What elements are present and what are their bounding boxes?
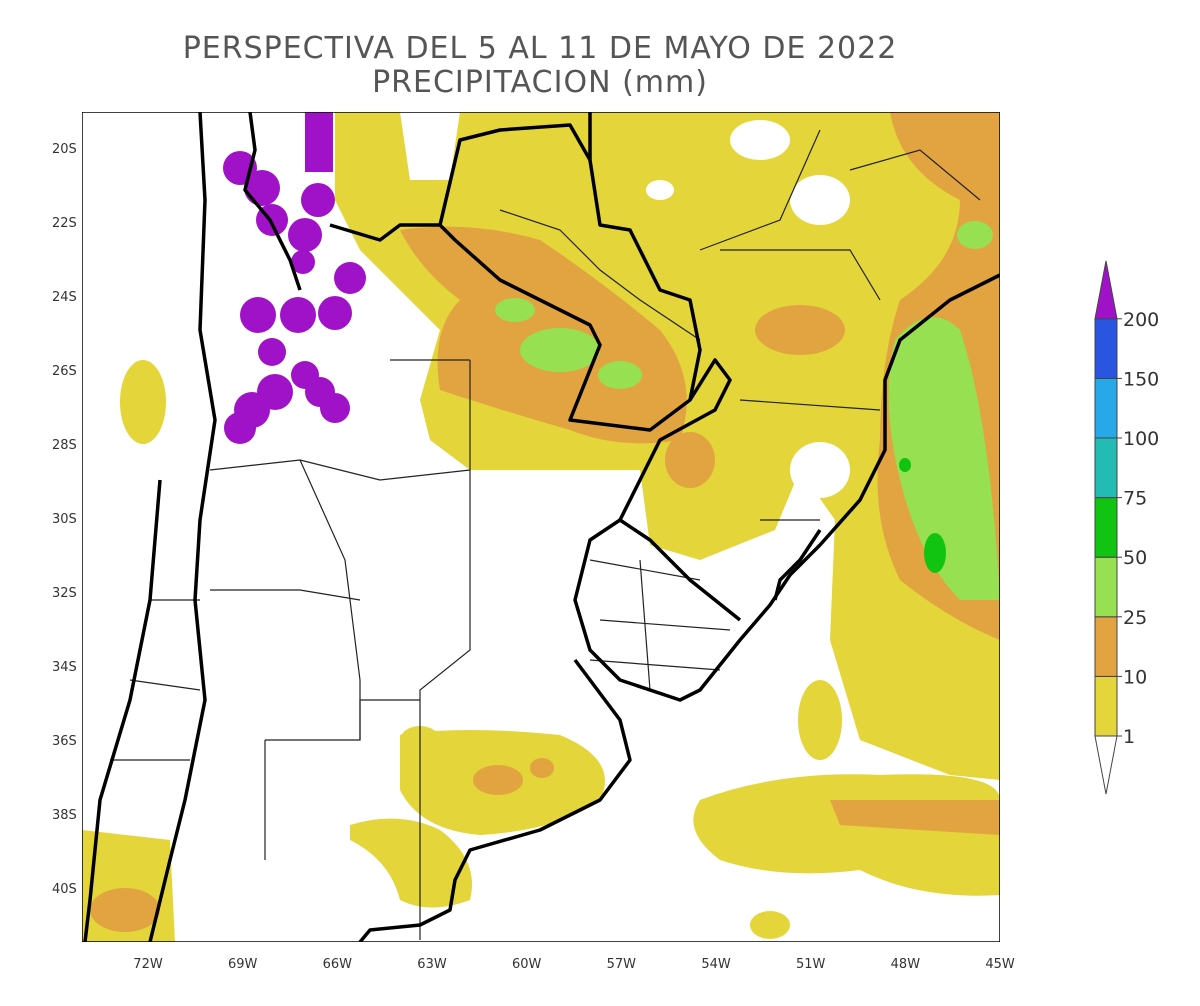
- colorbar-segment: [1094, 616, 1118, 677]
- subtitle-line: PRECIPITACION (mm): [372, 65, 708, 100]
- longitude-label: 63W: [417, 957, 447, 972]
- longitude-label: 72W: [133, 957, 163, 972]
- latitude-label: 32S: [52, 586, 77, 601]
- longitude-label: 54W: [701, 957, 731, 972]
- longitude-label: 51W: [796, 957, 826, 972]
- colorbar-segment: [1094, 437, 1118, 499]
- latitude-label: 30S: [52, 512, 77, 527]
- colorbar-segment: [1094, 497, 1118, 558]
- colorbar-label: 1: [1123, 726, 1135, 748]
- colorbar-segment: [1094, 260, 1118, 320]
- province-borders: [110, 129, 981, 940]
- latitude-label: 22S: [52, 216, 77, 231]
- longitude-label: 48W: [891, 957, 921, 972]
- colorbar-segment: [1094, 675, 1118, 737]
- latitude-labels: 20S 22S 24S 26S 28S 30S 32S 34S 36S 38S 40S: [52, 142, 77, 897]
- colorbar-label: 150: [1123, 368, 1159, 390]
- colorbar-label: 100: [1123, 428, 1159, 450]
- colorbar-segment: [1094, 318, 1118, 379]
- longitude-label: 45W: [985, 957, 1015, 972]
- latitude-label: 28S: [52, 438, 77, 453]
- colorbar-segment: [1094, 735, 1118, 795]
- longitude-label: 66W: [323, 957, 353, 972]
- national-borders: [83, 112, 1000, 942]
- colorbar: 1 10 25 50 75 100 150 200: [1094, 260, 1159, 795]
- precip-25-50: [495, 221, 1000, 600]
- latitude-label: 36S: [52, 734, 77, 749]
- latitude-label: 26S: [52, 364, 77, 379]
- title-line: PERSPECTIVA DEL 5 AL 11 DE MAYO DE 2022: [183, 31, 898, 66]
- precip-below-1: [400, 112, 850, 498]
- longitude-label: 60W: [512, 957, 542, 972]
- latitude-label: 38S: [52, 808, 77, 823]
- map-area: [82, 112, 1000, 942]
- latitude-label: 20S: [52, 142, 77, 157]
- longitude-label: 57W: [607, 957, 637, 972]
- colorbar-label: 50: [1123, 547, 1147, 569]
- latitude-label: 24S: [52, 290, 77, 305]
- colorbar-label: 75: [1123, 488, 1147, 510]
- longitude-labels: 72W 69W 66W 63W 60W 57W 54W 51W 48W 45W: [133, 957, 1015, 972]
- colorbar-segment: [1094, 556, 1118, 618]
- precip-50-75: [899, 458, 946, 573]
- latitude-label: 34S: [52, 660, 77, 675]
- precip-above-200: [223, 112, 366, 444]
- longitude-label: 69W: [228, 957, 258, 972]
- colorbar-label: 200: [1123, 309, 1159, 331]
- colorbar-label: 10: [1123, 666, 1147, 688]
- colorbar-label: 25: [1123, 607, 1147, 629]
- colorbar-segment: [1094, 377, 1118, 439]
- latitude-label: 40S: [52, 882, 77, 897]
